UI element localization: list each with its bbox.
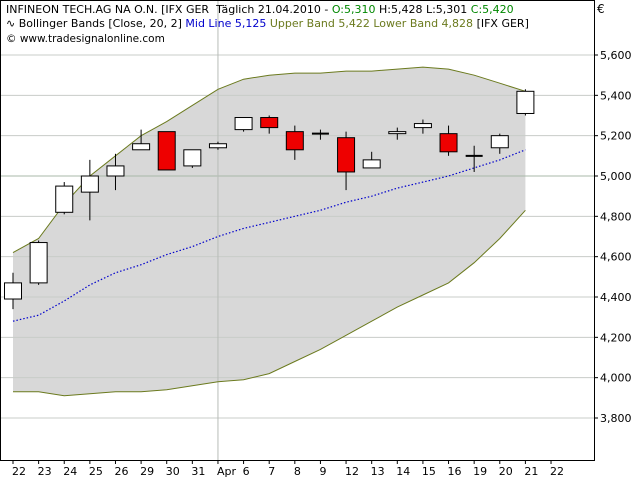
candle-8: [285, 125, 304, 160]
candle-14: [388, 127, 407, 140]
candle-12: [337, 131, 356, 191]
y-tick-label: 3,800: [600, 412, 632, 425]
y-tick-label: 4,000: [600, 372, 632, 385]
y-tick-label: 5,600: [600, 49, 632, 62]
y-tick-label: 4,600: [600, 251, 632, 264]
x-tick-label: 20: [499, 465, 513, 478]
upper-band-line: [12, 66, 526, 254]
candle-body: [260, 117, 279, 129]
y-tick-label: 4,400: [600, 291, 632, 304]
instrument-name: INFINEON TECH.AG NA O.N. [IFX GER: [6, 3, 210, 16]
candle-13: [362, 151, 381, 169]
candle-body: [132, 143, 151, 151]
mid-line: [12, 149, 526, 322]
lower-band-line: [13, 209, 526, 397]
low-value: L:5,301: [425, 3, 468, 16]
candle-body: [337, 137, 356, 173]
x-tick-label: 8: [294, 465, 301, 478]
x-tick-label: 14: [396, 465, 410, 478]
candle-body: [516, 90, 535, 114]
x-tick-label: 12: [345, 465, 359, 478]
candle-29: [132, 129, 151, 151]
header-line-2: ∿ Bollinger Bands [Close, 20, 2] Mid Lin…: [6, 17, 529, 30]
candle-body: [80, 175, 99, 193]
candle-body: [234, 117, 253, 131]
y-tick-label: 4,200: [600, 331, 632, 344]
candle-25: [80, 159, 99, 221]
indicator-icon: ∿: [6, 17, 19, 30]
x-tick-label: 26: [114, 465, 128, 478]
x-tick-label: Apr: [217, 465, 237, 478]
candle-20: [490, 133, 509, 154]
candle-body: [413, 123, 432, 129]
candle-body: [208, 143, 227, 149]
y-tick-label: 5,400: [600, 89, 632, 102]
candle-19: [465, 145, 483, 172]
candle-21: [516, 89, 535, 116]
x-tick-label: 22: [550, 465, 564, 478]
candle-6: [234, 117, 253, 132]
x-tick-label: 25: [89, 465, 103, 478]
x-tick-label: 24: [63, 465, 77, 478]
y-tick-label: 5,200: [600, 130, 632, 143]
candle-22: [4, 272, 22, 310]
period-label: Täglich: [216, 3, 255, 16]
candle-body: [55, 185, 74, 213]
indicator-symbol: [IFX GER]: [476, 17, 529, 30]
candle-body: [29, 242, 48, 284]
y-tick-label: 5,000: [600, 170, 632, 183]
header-line-1: INFINEON TECH.AG NA O.N. [IFX GER Täglic…: [6, 3, 514, 16]
header-line-3: © www.tradesignalonline.com: [6, 33, 165, 46]
y-tick-label: 4,800: [600, 210, 632, 223]
copyright-icon: ©: [6, 33, 17, 45]
x-tick-label: 9: [319, 465, 326, 478]
candle-body: [439, 133, 458, 153]
candle-body: [362, 159, 381, 169]
date-label: 21.04.2010: [257, 3, 321, 16]
high-value: H:5,428: [379, 3, 423, 16]
candle-1: [208, 141, 227, 150]
mid-line-value: Mid Line 5,125: [185, 17, 267, 30]
candle-body: [490, 135, 509, 149]
candle-body: [183, 149, 202, 167]
candle-body: [4, 282, 22, 300]
candle-7: [260, 115, 279, 134]
x-tick-label: 29: [140, 465, 154, 478]
candle-31: [183, 149, 202, 168]
x-tick-label: 19: [473, 465, 487, 478]
website-link[interactable]: www.tradesignalonline.com: [19, 33, 165, 45]
x-tick-label: 21: [524, 465, 538, 478]
candle-body: [106, 165, 125, 177]
candle-30: [157, 131, 176, 171]
x-tick-label: 23: [38, 465, 52, 478]
candle-24: [55, 182, 74, 215]
candle-16: [439, 125, 458, 156]
x-tick-label: 16: [448, 465, 462, 478]
x-tick-label: 22: [12, 465, 26, 478]
close-value: C:5,420: [470, 3, 514, 16]
candle-body: [285, 131, 304, 151]
x-tick-label: 31: [191, 465, 205, 478]
candle-26: [106, 153, 125, 191]
candle-23: [29, 240, 48, 285]
candle-15: [413, 119, 432, 134]
x-tick-label: 30: [166, 465, 180, 478]
x-tick-label: 7: [268, 465, 275, 478]
x-tick-label: 15: [422, 465, 436, 478]
x-tick-label: 13: [371, 465, 385, 478]
candle-body: [157, 131, 176, 171]
currency-label: €: [597, 2, 605, 16]
open-value: O:5,310: [331, 3, 376, 16]
x-tick-label: 6: [243, 465, 250, 478]
candle-9: [311, 129, 329, 140]
band-values: Upper Band 5,422 Lower Band 4,828: [269, 17, 474, 30]
indicator-name: Bollinger Bands [Close, 20, 2]: [18, 17, 182, 30]
candle-body: [388, 131, 407, 135]
